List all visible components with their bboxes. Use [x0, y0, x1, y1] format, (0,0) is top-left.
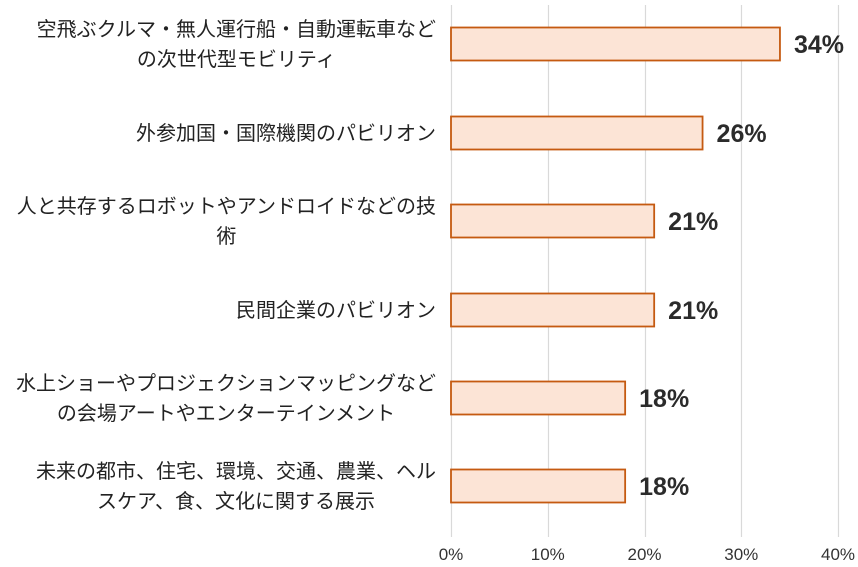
data-label: 26%	[717, 120, 767, 148]
gridlines	[450, 5, 840, 537]
data-label: 18%	[639, 473, 689, 501]
data-label: 34%	[794, 31, 844, 59]
category-label: スケア、食、文化に関する展示	[97, 489, 375, 513]
category-label: 民間企業のパビリオン	[236, 298, 436, 322]
category-label: 術	[216, 224, 236, 248]
category-label: 空飛ぶクルマ・無人運行船・自動運転車など	[37, 17, 436, 41]
x-tick-label: 20%	[627, 545, 661, 564]
category-label: 未来の都市、住宅、環境、交通、農業、ヘル	[36, 459, 436, 483]
data-label: 21%	[668, 208, 718, 236]
x-tick-label: 10%	[531, 545, 565, 564]
category-label: の会場アートやエンターテインメント	[57, 401, 395, 425]
category-label: の次世代型モビリティ	[137, 47, 336, 71]
bar	[450, 380, 627, 416]
category-label: 人と共存するロボットやアンドロイドなどの技	[17, 194, 436, 218]
bar	[450, 203, 656, 239]
bar	[450, 468, 627, 504]
x-tick-label: 0%	[439, 545, 464, 564]
bars	[450, 26, 781, 504]
data-label: 21%	[668, 297, 718, 325]
data-label: 18%	[639, 385, 689, 413]
bar	[450, 292, 656, 328]
category-labels: 空飛ぶクルマ・無人運行船・自動運転車などの次世代型モビリティ外参加国・国際機関の…	[16, 17, 436, 513]
value-labels: 34% 26% 21% 21% 18% 18%	[639, 31, 844, 501]
bar	[450, 115, 704, 151]
category-label: 水上ショーやプロジェクションマッピングなど	[16, 371, 436, 395]
x-tick-label: 30%	[724, 545, 758, 564]
x-axis-tick-labels: 0% 10% 20% 30% 40%	[439, 545, 855, 564]
category-label: 外参加国・国際機関のパビリオン	[136, 121, 436, 145]
bar	[450, 26, 781, 62]
x-tick-label: 40%	[821, 545, 855, 564]
